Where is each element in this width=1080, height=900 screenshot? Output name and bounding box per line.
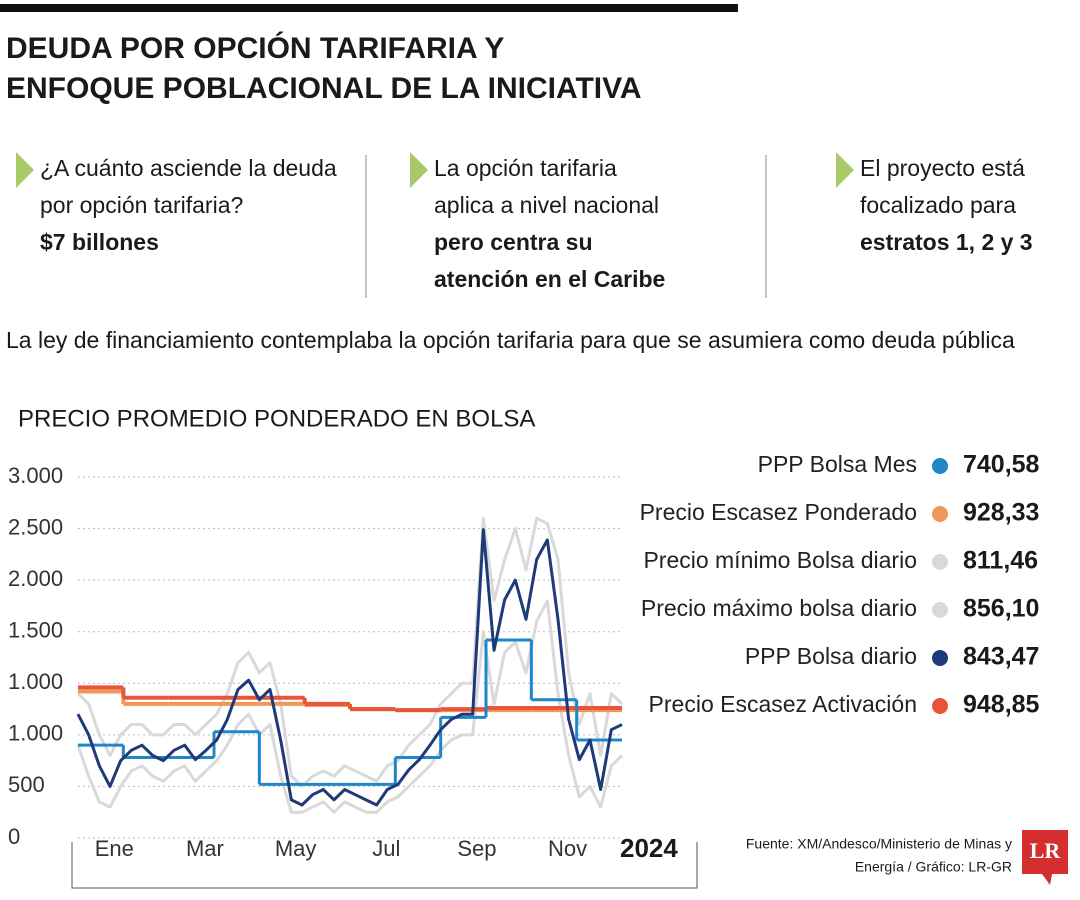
title: DEUDA POR OPCIÓN TARIFARIA Y xyxy=(6,31,504,65)
y-tick-label: 1.000 xyxy=(8,721,63,746)
bullet-arrow xyxy=(410,152,428,188)
legend-value: 948,85 xyxy=(963,691,1040,719)
bullet-arrow xyxy=(16,152,34,188)
legend-label: PPP Bolsa Mes xyxy=(758,451,917,477)
legend-dot xyxy=(932,650,948,666)
y-tick-label: 500 xyxy=(8,772,45,797)
x-tick-label: Jul xyxy=(372,836,400,861)
bullet-text: focalizado para xyxy=(860,192,1016,218)
y-tick-label: 0 xyxy=(8,824,20,849)
y-tick-label: 1.000 xyxy=(8,669,63,694)
legend-value: 928,33 xyxy=(963,499,1039,527)
legend-dot xyxy=(932,698,948,714)
bullet-highlight: atención en el Caribe xyxy=(434,266,665,292)
y-tick-label: 1.500 xyxy=(8,618,63,643)
logo-tail xyxy=(1042,874,1052,885)
bullet-text: El proyecto está xyxy=(860,155,1025,181)
legend-label: PPP Bolsa diario xyxy=(745,643,917,669)
logo: LR xyxy=(1030,838,1062,863)
logo-box xyxy=(1022,830,1068,874)
x-tick-label: Ene xyxy=(95,836,134,861)
legend-value: 856,10 xyxy=(963,595,1039,623)
legend-label: Precio Escasez Activación xyxy=(649,691,917,717)
top-bar xyxy=(0,4,738,12)
x-tick-label: Sep xyxy=(457,836,496,861)
x-tick-label: Mar xyxy=(186,836,224,861)
source: Energía / Gráfico: LR-GR xyxy=(855,859,1012,875)
bullet-highlight: pero centra su xyxy=(434,229,593,255)
legend-dot xyxy=(932,458,948,474)
line xyxy=(76,528,623,807)
y-tick-label: 3.000 xyxy=(8,463,63,488)
x-tick-label: Nov xyxy=(548,836,587,861)
y-tick-label: 2.000 xyxy=(8,566,63,591)
bullet-highlight: estratos 1, 2 y 3 xyxy=(860,229,1033,255)
bullet-arrow xyxy=(836,152,854,188)
source: Fuente: XM/Andesco/Ministerio de Minas y xyxy=(746,836,1012,852)
legend-dot xyxy=(932,554,948,570)
bullet-text: ¿A cuánto asciende la deuda xyxy=(40,155,337,181)
note: La ley de financiamiento contemplaba la … xyxy=(6,327,1015,353)
legend-value: 843,47 xyxy=(963,643,1039,671)
line xyxy=(76,516,624,788)
bullet-text: por opción tarifaria? xyxy=(40,192,243,218)
legend-label: Precio máximo bolsa diario xyxy=(641,595,917,621)
bullet-text: aplica a nivel nacional xyxy=(434,192,659,218)
legend-label: Precio Escasez Ponderado xyxy=(640,499,917,525)
title: ENFOQUE POBLACIONAL DE LA INICIATIVA xyxy=(6,72,642,105)
bullet-highlight: $7 billones xyxy=(40,229,159,255)
legend-label: Precio mínimo Bolsa diario xyxy=(643,547,917,573)
chart-title: PRECIO PROMEDIO PONDERADO EN BOLSA xyxy=(18,405,535,432)
axis-bracket xyxy=(71,842,698,889)
y-tick-label: 2.500 xyxy=(8,514,63,539)
x-tick-label: May xyxy=(275,836,317,861)
bullet-text: La opción tarifaria xyxy=(434,155,617,181)
year-label: 2024 xyxy=(620,833,678,863)
legend-value: 740,58 xyxy=(963,451,1040,479)
legend-dot xyxy=(932,602,948,618)
legend-value: 811,46 xyxy=(963,547,1038,575)
legend-dot xyxy=(932,506,948,522)
